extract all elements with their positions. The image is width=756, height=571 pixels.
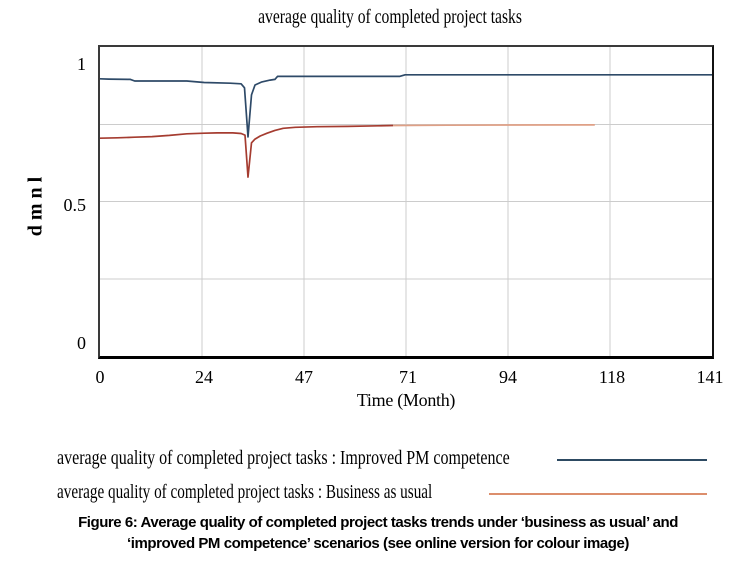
y-tick-label-0: 0 — [77, 333, 86, 353]
x-tick-label-94: 94 — [499, 367, 517, 387]
x-tick-label-47: 47 — [295, 367, 313, 387]
plot-svg — [100, 47, 712, 356]
x-tick-label-118: 118 — [598, 367, 626, 387]
figure-caption: Figure 6: Average quality of completed p… — [0, 512, 756, 554]
legend-row-improved-pm-competence: average quality of completed project tas… — [57, 441, 707, 475]
x-tick-label-71: 71 — [399, 367, 417, 387]
series-line-business-as-usual — [392, 124, 595, 127]
chart-title: average quality of completed project tas… — [258, 6, 728, 29]
figure-caption-line-1: Figure 6: Average quality of completed p… — [78, 514, 678, 531]
x-axis-label: Time (Month) — [356, 390, 456, 410]
x-tick-label-24: 24 — [195, 367, 213, 387]
figure-caption-line-2: ‘improved PM competence’ scenarios (see … — [127, 535, 629, 552]
legend-label: average quality of completed project tas… — [57, 480, 433, 503]
y-tick-label-1: 1 — [77, 54, 86, 74]
series-line-business-as-usual — [100, 124, 394, 178]
y-tick-label-05: 0.5 — [63, 195, 87, 215]
legend-row-business-as-usual: average quality of completed project tas… — [57, 475, 707, 509]
legend-line-sample-business-as-usual — [489, 493, 707, 495]
plot-area — [98, 45, 714, 359]
x-tick-label-0: 0 — [95, 367, 105, 387]
legend-line-sample-improved-pm-competence — [557, 459, 707, 461]
series-line-improved-pm-competence — [100, 73, 712, 138]
legend-label: average quality of completed project tas… — [57, 446, 510, 469]
x-tick-label-141: 141 — [696, 367, 724, 387]
chart-title-text: average quality of completed project tas… — [258, 6, 522, 28]
legend: average quality of completed project tas… — [57, 441, 707, 509]
